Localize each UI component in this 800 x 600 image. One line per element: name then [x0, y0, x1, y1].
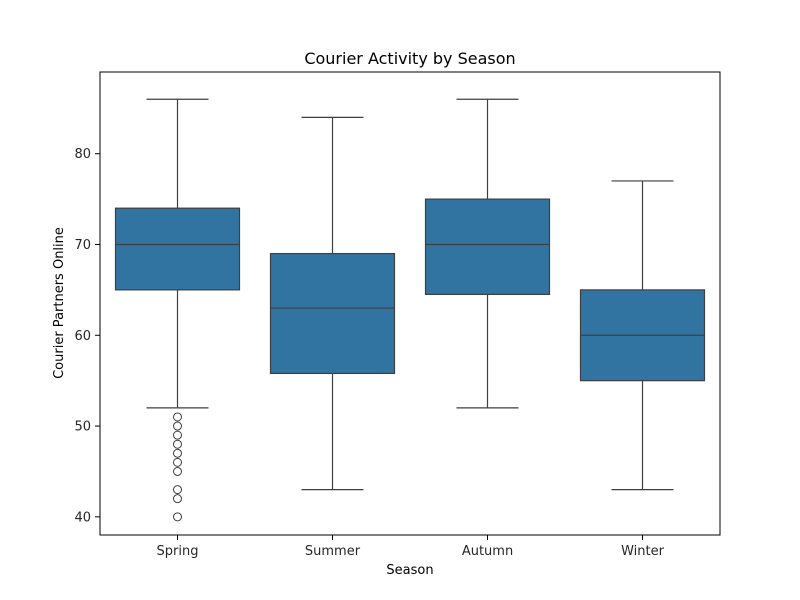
- y-tick-label: 80: [74, 147, 91, 162]
- y-tick-label: 50: [74, 420, 91, 435]
- plot-frame: [99, 71, 721, 536]
- x-tick-label-summer: Summer: [305, 544, 361, 559]
- outlier-point-spring: [173, 457, 182, 467]
- y-tick-label: 60: [74, 329, 91, 344]
- outlier-point-spring: [173, 430, 182, 440]
- x-tick-label-winter: Winter: [621, 544, 665, 559]
- outlier-point-spring: [173, 448, 182, 458]
- outlier-point-spring: [173, 412, 182, 422]
- chart-title: Courier Activity by Season: [304, 49, 515, 68]
- y-tick-label: 70: [74, 238, 91, 253]
- outlier-point-spring: [173, 494, 182, 504]
- x-axis-title: Season: [386, 563, 433, 578]
- outlier-point-spring: [173, 439, 182, 449]
- box-spring: [114, 207, 241, 291]
- outlier-point-spring: [173, 466, 182, 476]
- box-summer: [269, 252, 396, 375]
- outlier-point-spring: [173, 512, 182, 522]
- y-tick-label: 40: [74, 510, 91, 525]
- outlier-point-spring: [173, 421, 182, 431]
- outlier-point-spring: [173, 485, 182, 495]
- box-autumn: [424, 198, 551, 296]
- x-tick-label-spring: Spring: [157, 544, 199, 559]
- plot-area: 40 50 60 70 80 Spring Summer Autumn Winter: [74, 71, 721, 559]
- x-tick-label-autumn: Autumn: [462, 544, 513, 559]
- y-axis-title: Courier Partners Online: [52, 227, 67, 379]
